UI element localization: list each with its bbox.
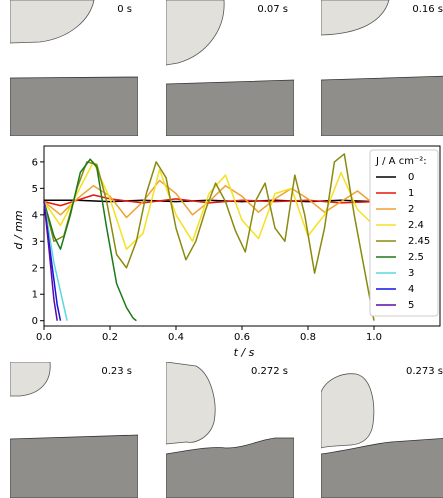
substrate xyxy=(166,437,294,498)
snapshot-time: 0.273 s xyxy=(405,366,443,377)
x-tick-label: 0.2 xyxy=(102,332,118,343)
y-tick-label: 0 xyxy=(32,316,38,327)
snapshot-6: 0.273 s xyxy=(321,362,443,498)
snapshot-5: 0.272 s xyxy=(166,362,294,498)
droplet-substrate-image xyxy=(10,362,138,498)
legend-box xyxy=(369,149,439,317)
droplet xyxy=(321,0,390,36)
y-tick-label: 4 xyxy=(32,210,38,221)
legend-label: 0 xyxy=(408,172,414,183)
legend-label: 1 xyxy=(408,188,414,199)
y-tick-label: 2 xyxy=(32,263,38,274)
droplet-substrate-image xyxy=(10,0,138,136)
series-line-2.45 xyxy=(43,153,375,321)
snapshot-time: 0 s xyxy=(117,4,132,15)
series-line-5 xyxy=(43,201,58,321)
y-axis-label: d / mm xyxy=(12,210,25,249)
substrate xyxy=(10,76,138,136)
x-tick-label: 1.0 xyxy=(366,332,382,343)
legend-title: J / A cm⁻²: xyxy=(375,156,427,167)
droplet-substrate-image xyxy=(321,0,443,136)
substrate xyxy=(166,79,294,136)
x-tick-label: 0.4 xyxy=(168,332,184,343)
legend-label: 2.4 xyxy=(408,220,424,231)
x-tick-label: 0.6 xyxy=(234,332,250,343)
snapshot-time: 0.16 s xyxy=(412,4,443,15)
substrate xyxy=(321,75,443,136)
legend-label: 2.45 xyxy=(408,236,430,247)
substrate xyxy=(10,434,138,498)
y-tick-label: 6 xyxy=(32,157,38,168)
axis-ticks: 0.0 0.2 0.4 0.6 0.8 1.0 0 1 2 3 4 5 6 xyxy=(32,157,382,343)
substrate xyxy=(321,438,443,498)
y-tick-label: 1 xyxy=(32,290,38,301)
droplet xyxy=(10,0,95,44)
snapshot-1: 0 s xyxy=(10,0,138,136)
droplet-substrate-image xyxy=(166,0,294,136)
legend-label: 2.5 xyxy=(408,252,424,263)
chart: 0.0 0.2 0.4 0.6 0.8 1.0 0 1 2 3 4 5 6 d / mm t / s J… xyxy=(12,145,441,359)
droplet xyxy=(321,373,375,449)
legend-label: 4 xyxy=(408,284,414,295)
legend-label: 5 xyxy=(408,300,414,311)
legend-label: 2 xyxy=(408,204,414,215)
legend: J / A cm⁻²: 0 1 2 2.4 2.45 2.5 3 4 5 xyxy=(369,149,439,317)
y-tick-label: 5 xyxy=(32,184,38,195)
snapshot-3: 0.16 s xyxy=(321,0,443,136)
droplet xyxy=(166,362,216,445)
series-line-2.5 xyxy=(43,158,137,322)
snapshot-time: 0.272 s xyxy=(250,366,288,377)
droplet xyxy=(166,0,225,66)
droplet-substrate-image xyxy=(166,362,294,498)
series-line-3 xyxy=(43,201,68,321)
y-tick-label: 3 xyxy=(32,237,38,248)
snapshot-time: 0.23 s xyxy=(101,366,132,377)
snapshot-4: 0.23 s xyxy=(10,362,138,498)
x-axis-label: t / s xyxy=(234,346,255,359)
droplet-substrate-image xyxy=(321,373,443,498)
legend-label: 3 xyxy=(408,268,414,279)
snapshot-time: 0.07 s xyxy=(257,4,288,15)
series-line-2.4 xyxy=(43,161,375,250)
x-tick-label: 0.0 xyxy=(36,332,52,343)
droplet xyxy=(10,362,51,397)
snapshot-2: 0.07 s xyxy=(166,0,294,136)
x-tick-label: 0.8 xyxy=(300,332,316,343)
series-line-1 xyxy=(43,194,375,207)
